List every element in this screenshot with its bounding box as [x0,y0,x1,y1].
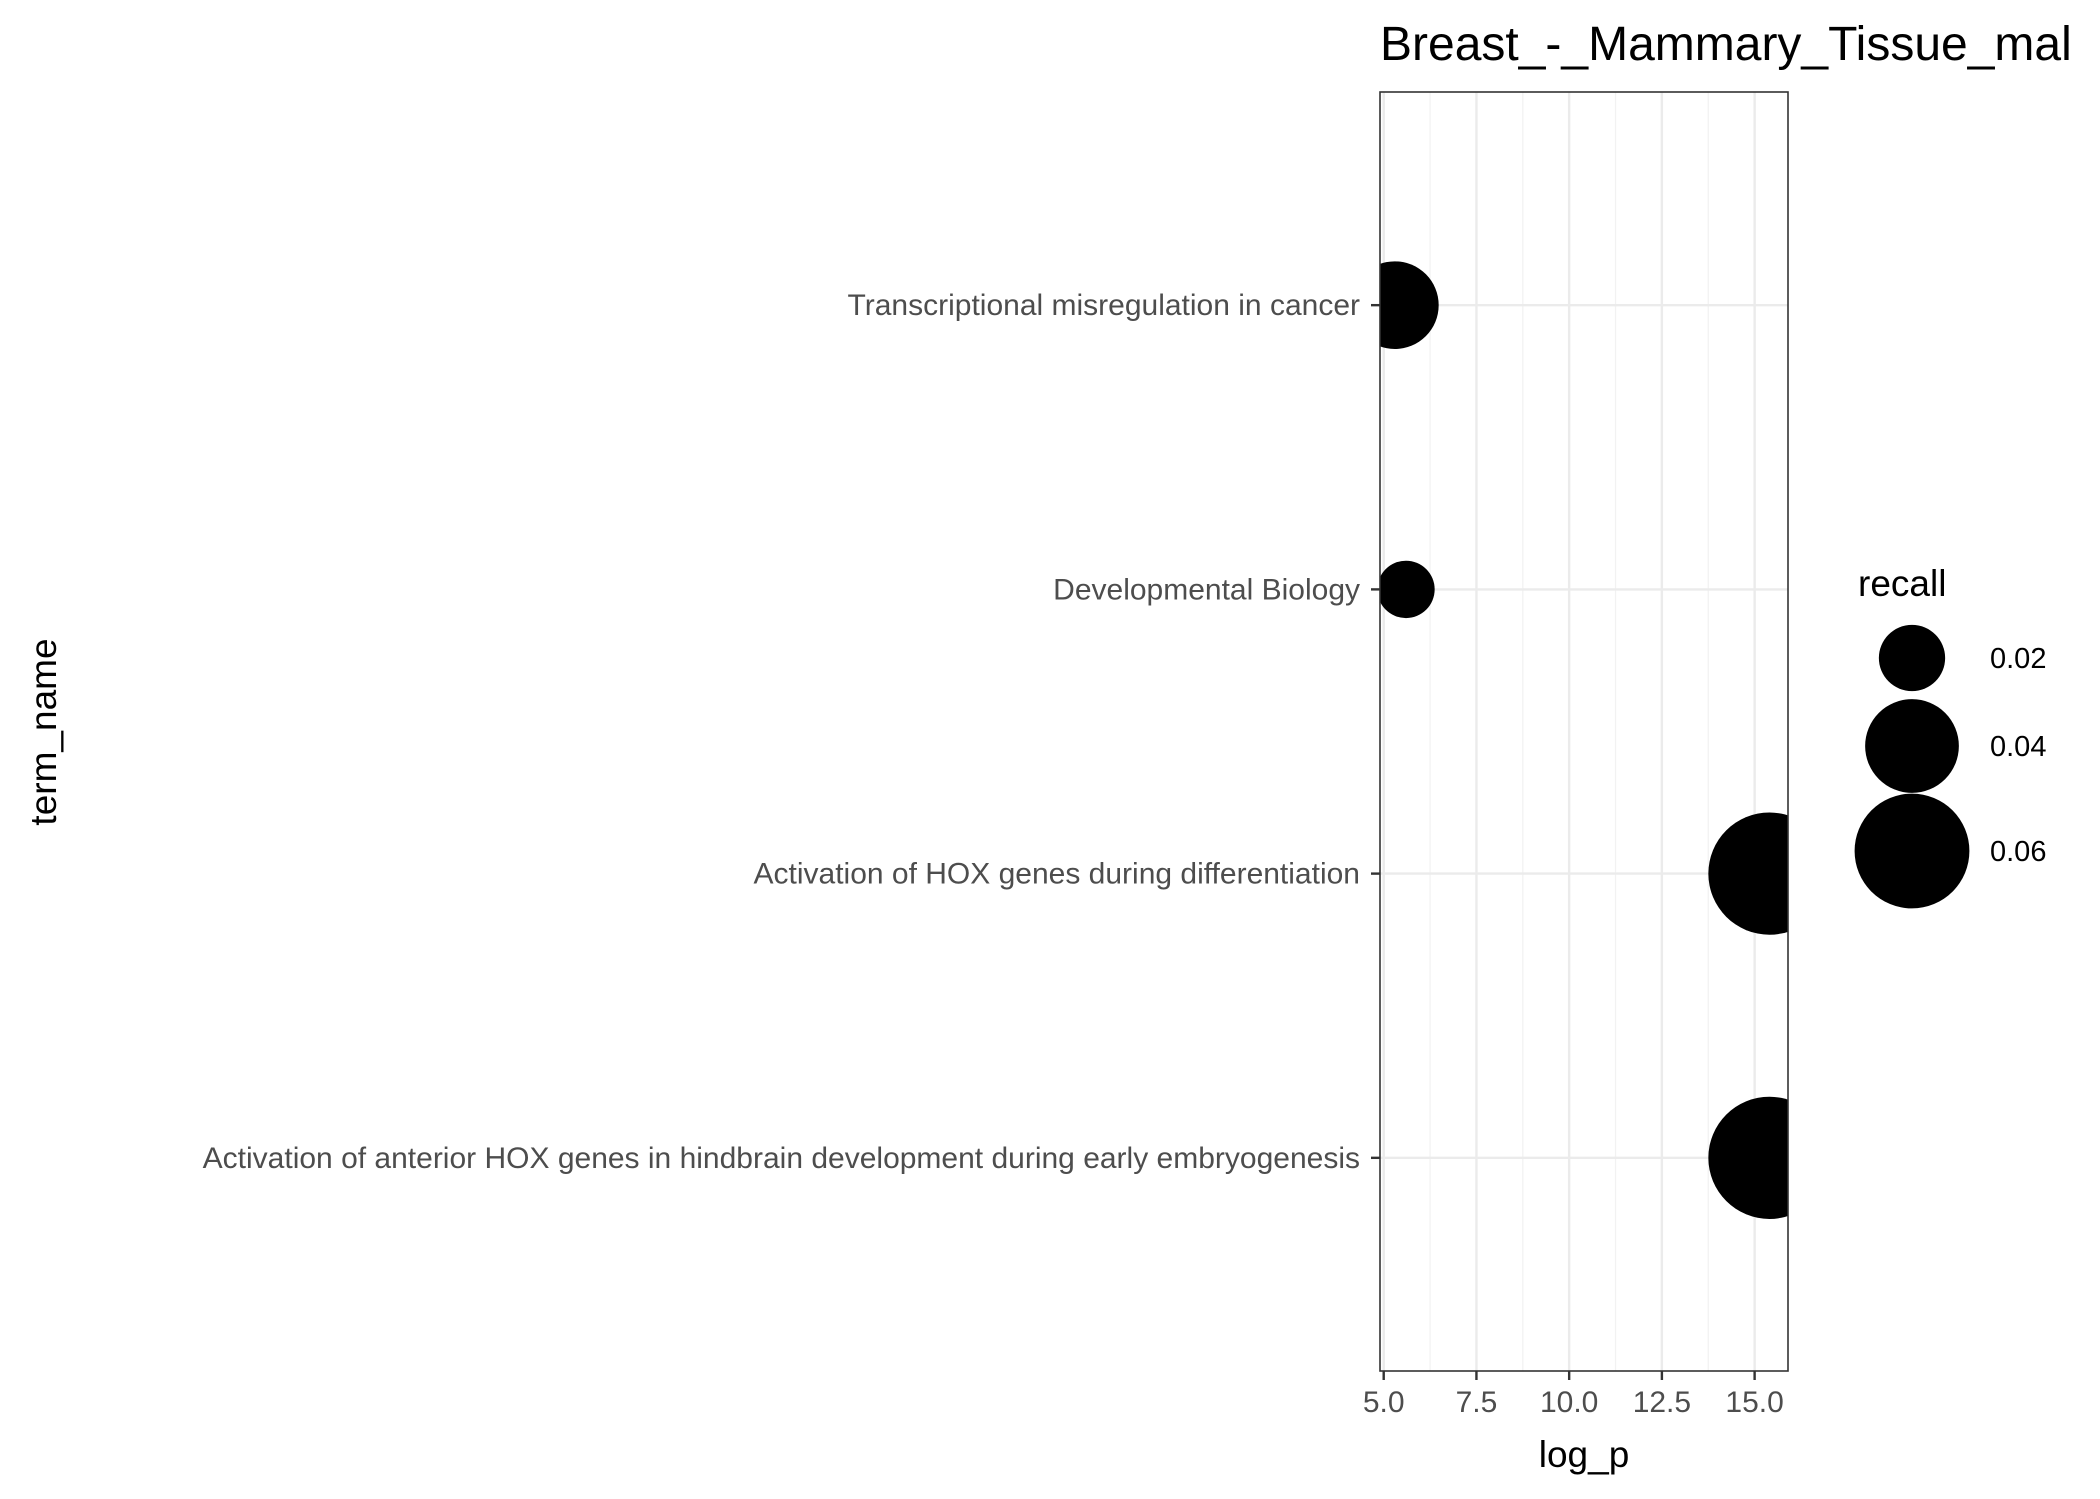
data-point [1708,812,1788,935]
x-tick-label: 5.0 [1363,1386,1405,1419]
legend-key-label: 0.06 [1990,836,2046,868]
y-axis-label: term_name [23,638,64,825]
x-axis-ticks: 5.0 7.5 10.0 12.5 15.0 [1363,1371,1784,1419]
chart-title: Breast_-_Mammary_Tissue_mal [1380,18,2072,71]
x-tick-label: 10.0 [1540,1386,1598,1419]
plot-panel-border [1379,91,1789,1372]
legend-title: recall [1858,563,1946,604]
x-axis-label: log_p [1539,1434,1630,1475]
y-tick-label: Transcriptional misregulation in cancer [848,289,1360,322]
data-points [1380,261,1788,1219]
legend-key-label: 0.02 [1990,643,2046,675]
y-tick-label: Activation of anterior HOX genes in hind… [203,1142,1360,1175]
legend-key-circle [1854,793,1970,909]
legend-key-circle [1865,699,1959,793]
legend-key-circle [1878,624,1946,692]
x-tick-label: 7.5 [1456,1386,1498,1419]
grid-lines [1380,92,1788,1371]
data-point [1708,1096,1788,1219]
size-legend: recall 0.02 0.04 0.06 [1854,563,2046,909]
x-tick-label: 12.5 [1633,1386,1691,1419]
x-tick-label: 15.0 [1725,1386,1783,1419]
y-tick-label: Activation of HOX genes during different… [754,858,1360,891]
y-axis-ticks: Transcriptional misregulation in cancer D… [203,289,1380,1175]
y-tick-label: Developmental Biology [1053,573,1360,606]
data-point [1380,560,1435,619]
legend-key-label: 0.04 [1990,731,2046,763]
data-point [1380,261,1439,349]
